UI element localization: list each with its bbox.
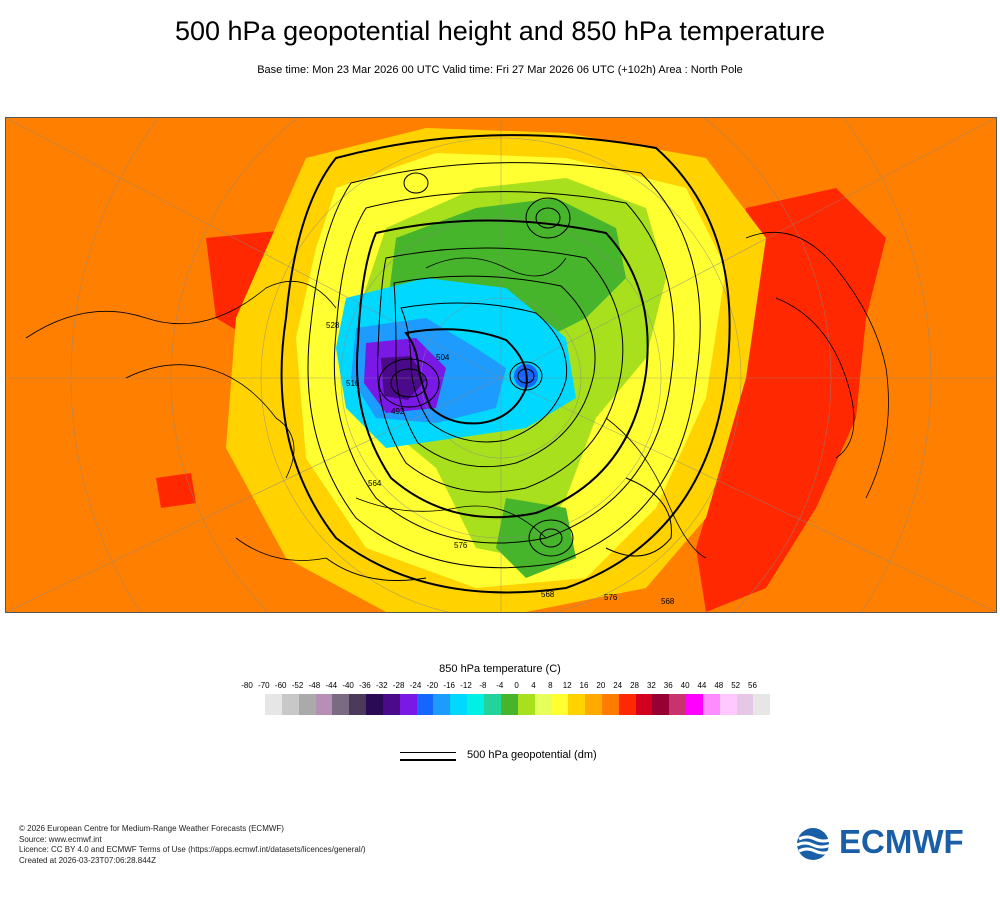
legend-tick-label: -36	[359, 681, 371, 690]
legend-color-cell	[534, 694, 552, 715]
contour-label: 568	[541, 590, 555, 599]
legend-tick-label: -24	[409, 681, 422, 690]
legend-color-cell	[601, 694, 619, 715]
map-panel[interactable]: 564 568 576 568 576 528 516 504 492	[5, 117, 997, 613]
legend-color-cell	[450, 694, 468, 715]
legend-color-cell	[618, 694, 636, 715]
legend-color-cell	[366, 694, 383, 715]
legend-color-cell	[551, 694, 569, 715]
legend-tick-label: 24	[613, 681, 623, 690]
legend-tick-label: 4	[531, 681, 536, 690]
legend-tick-label: 20	[596, 681, 606, 690]
legend-tick-label: 28	[630, 681, 639, 690]
footer-created: Created at 2026-03-23T07:06:28.844Z	[19, 855, 156, 865]
legend-tick-label: -70	[258, 681, 270, 690]
legend-color-cell	[281, 694, 299, 715]
legend-color-cell	[483, 694, 501, 715]
legend-tick-label: 32	[646, 681, 656, 690]
legend-colorbar	[265, 694, 771, 715]
legend-tick-label: 48	[714, 681, 724, 690]
temperature-patch-red-small	[156, 473, 196, 508]
contour-label: 576	[604, 593, 618, 602]
legend-tick-label: -40	[342, 681, 354, 690]
legend-color-cell	[652, 694, 670, 715]
legend-tick-label: 40	[680, 681, 690, 690]
legend-tick-label: -28	[392, 681, 405, 690]
legend-tick-label: -44	[325, 681, 338, 690]
temperature-zone-green-south	[496, 498, 576, 578]
contour-label: 492	[391, 407, 405, 416]
legend-tick-label: -60	[274, 681, 287, 690]
legend-tick-label: 44	[697, 681, 707, 690]
legend-color-cell	[265, 694, 282, 715]
legend-tick-label: -12	[460, 681, 472, 690]
legend-color-cell	[686, 694, 703, 715]
legend-color-cell	[719, 694, 737, 715]
contour-legend-label: 500 hPa geopotential (dm)	[467, 749, 597, 761]
contour-label: 516	[346, 379, 360, 388]
legend-color-cell	[500, 694, 518, 715]
contour-label: 504	[436, 353, 450, 362]
chart-subtitle: Base time: Mon 23 Mar 2026 00 UTC Valid …	[257, 64, 743, 76]
legend-tick-label: 0	[514, 681, 519, 690]
north-pole-map: 564 568 576 568 576 528 516 504 492	[6, 118, 996, 612]
legend-tick-label: -8	[479, 681, 487, 690]
legend-tick-label: -20	[426, 681, 439, 690]
legend-tick-label: -32	[376, 681, 388, 690]
contour-label: 576	[454, 541, 468, 550]
contour-label: 564	[368, 479, 382, 488]
contour-labels: 564 568 576 568 576 528 516 504 492	[326, 321, 675, 606]
legend-color-cell	[467, 694, 484, 715]
legend-tick-label: -80	[241, 681, 253, 690]
legend-color-cell	[753, 694, 771, 715]
footer-licence: Licence: CC BY 4.0 and ECMWF Terms of Us…	[19, 845, 366, 854]
legend-tick-label: 52	[731, 681, 741, 690]
contour-legend-symbol	[400, 750, 458, 762]
ecmwf-logo[interactable]: ECMWF	[795, 823, 985, 862]
legend-color-cell	[399, 694, 417, 715]
legend-tick-label: 8	[548, 681, 553, 690]
legend-tick-label: -52	[291, 681, 304, 690]
graticule	[6, 118, 996, 612]
legend-tick-label: -48	[308, 681, 321, 690]
footer-source: Source: www.ecmwf.int	[19, 834, 102, 844]
legend-color-cell	[568, 694, 586, 715]
legend-tick-label: 16	[579, 681, 589, 690]
legend-color-cell	[315, 694, 333, 715]
legend-color-cell	[702, 694, 720, 715]
footer-credits: © 2026 European Centre for Medium-Range …	[19, 824, 366, 866]
legend-color-cell	[736, 694, 754, 715]
legend-tick-label: 56	[748, 681, 757, 690]
legend-color-cell	[517, 694, 535, 715]
legend-color-cell	[635, 694, 653, 715]
ecmwf-logo-text: ECMWF	[839, 823, 964, 860]
chart-title: 500 hPa geopotential height and 850 hPa …	[174, 16, 825, 46]
footer-copyright: © 2026 European Centre for Medium-Range …	[19, 824, 284, 833]
legend-color-cell	[298, 694, 316, 715]
legend-color-cell	[382, 694, 400, 715]
geopotential-contours	[280, 134, 731, 594]
legend-tick-label: 36	[663, 681, 673, 690]
contour-label: 528	[326, 321, 340, 330]
legend-color-cell	[416, 694, 434, 715]
legend-tick-label: -4	[496, 681, 504, 690]
legend-color-cell	[433, 694, 451, 715]
ecmwf-logo-icon	[796, 828, 834, 860]
legend-tick-label: -16	[443, 681, 455, 690]
legend-color-cell	[585, 694, 602, 715]
legend-color-cell	[349, 694, 367, 715]
legend-tick-label: 12	[562, 681, 572, 690]
contour-label: 568	[661, 597, 675, 606]
legend-color-cell	[332, 694, 350, 715]
legend-title: 850 hPa temperature (C)	[439, 663, 561, 675]
legend-color-cell	[669, 694, 687, 715]
